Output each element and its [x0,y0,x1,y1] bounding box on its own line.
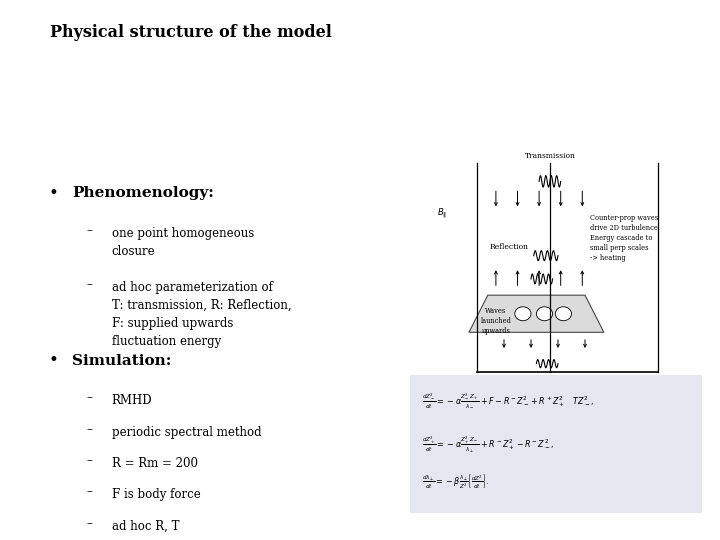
Text: ad hoc R, T: ad hoc R, T [112,519,179,532]
Circle shape [555,307,572,321]
Text: RMHD: RMHD [112,394,152,407]
Text: F is body force: F is body force [112,488,200,501]
Text: Phenomenology:: Phenomenology: [72,186,214,200]
Text: Simulation:: Simulation: [72,354,171,368]
Text: $B_{\|}$: $B_{\|}$ [437,207,447,221]
Circle shape [536,307,553,321]
Text: –: – [86,454,92,467]
Text: Physical structure of the model: Physical structure of the model [50,24,332,41]
Text: $\frac{d\lambda_\perp}{dt} = -\beta \frac{\lambda_\perp}{Z^2} \left[\frac{dZ^2}{: $\frac{d\lambda_\perp}{dt} = -\beta \fra… [422,472,490,491]
Text: –: – [86,485,92,498]
Text: Reflection: Reflection [490,242,529,251]
Text: ad hoc parameterization of
T: transmission, R: Reflection,
F: supplied upwards
f: ad hoc parameterization of T: transmissi… [112,281,291,348]
Text: one point homogeneous
closure: one point homogeneous closure [112,227,254,258]
Text: Counter-prop waves
drive 2D turbulence.
Energy cascade to
small perp scales
-> h: Counter-prop waves drive 2D turbulence. … [590,214,660,262]
Text: Dmitruk, Oughton: Dmitruk, Oughton [538,378,589,383]
Text: –: – [86,278,92,291]
Circle shape [515,307,531,321]
Text: –: – [86,224,92,237]
Text: Transmission: Transmission [524,152,575,160]
Text: –: – [86,392,92,404]
Text: •: • [48,184,58,201]
Text: •: • [48,351,58,369]
Polygon shape [469,295,604,332]
Text: R = Rm = 200: R = Rm = 200 [112,457,197,470]
FancyBboxPatch shape [410,375,702,513]
Text: Waves
launched
upwards: Waves launched upwards [480,307,511,335]
Text: periodic spectral method: periodic spectral method [112,426,261,438]
Text: –: – [86,423,92,436]
Text: $\frac{dZ_-^2}{dt} = -\alpha \frac{Z_-^2 Z_+}{\lambda_-} + F - R^- Z_-^2 + R^+ Z: $\frac{dZ_-^2}{dt} = -\alpha \frac{Z_-^2… [422,392,594,410]
Text: $\frac{dZ_+^2}{dt} = -\alpha \frac{Z_+^2 Z_-}{\lambda_\perp} + R^- Z_+^2 - R^- Z: $\frac{dZ_+^2}{dt} = -\alpha \frac{Z_+^2… [422,435,554,455]
Text: –: – [86,517,92,530]
